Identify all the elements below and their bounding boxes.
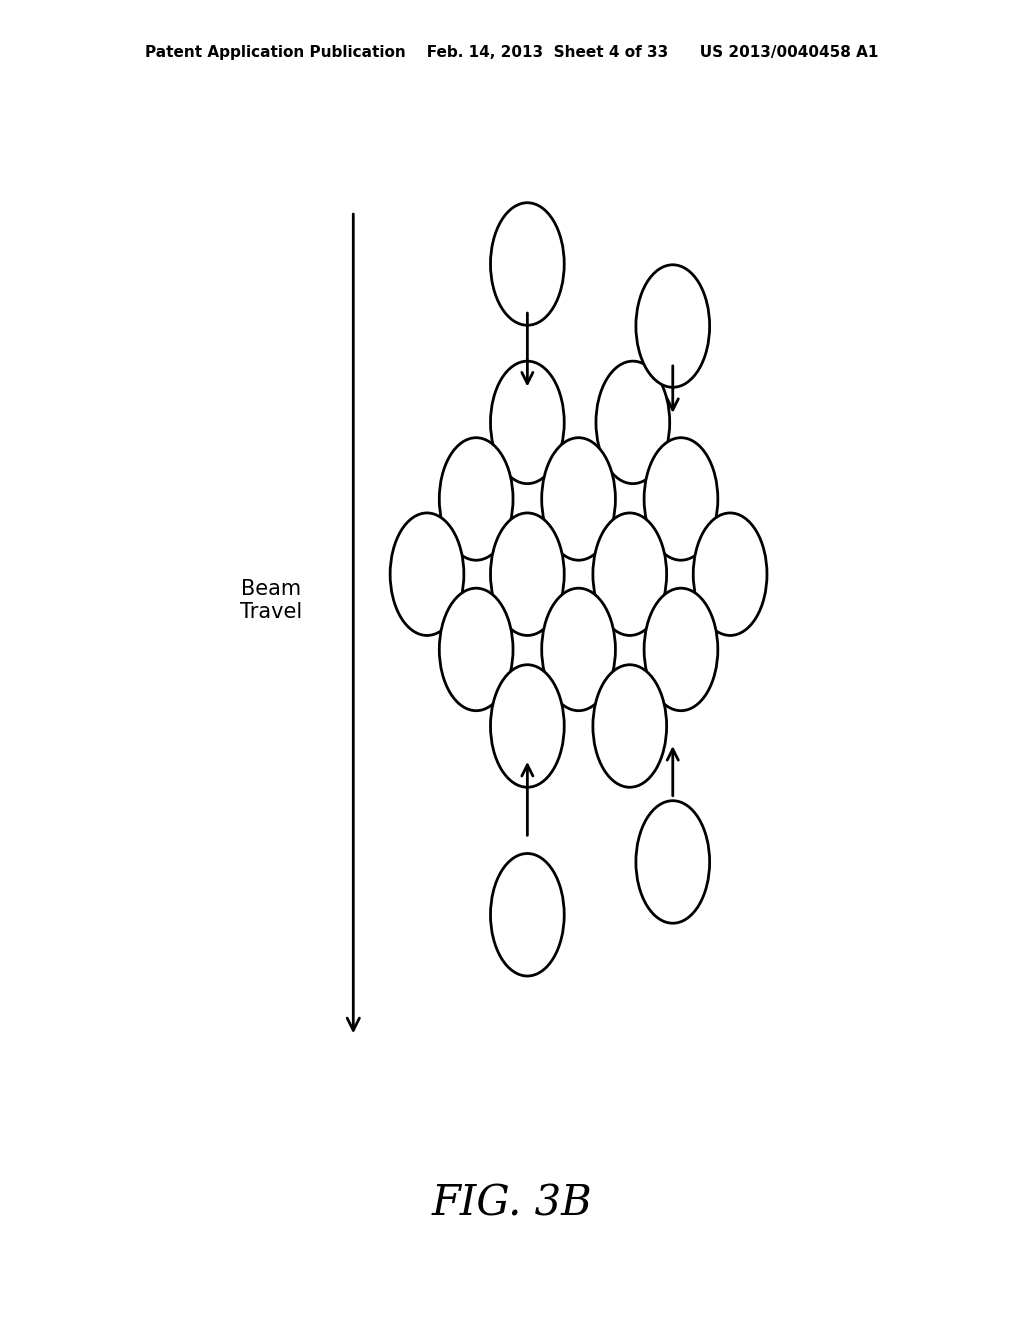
Ellipse shape [490, 203, 564, 325]
Ellipse shape [593, 513, 667, 635]
Ellipse shape [693, 513, 767, 635]
Text: FIG. 3B: FIG. 3B [432, 1183, 592, 1225]
Ellipse shape [636, 801, 710, 923]
Ellipse shape [593, 665, 667, 787]
Ellipse shape [490, 854, 564, 975]
Ellipse shape [644, 438, 718, 560]
Ellipse shape [490, 362, 564, 483]
Text: Patent Application Publication    Feb. 14, 2013  Sheet 4 of 33      US 2013/0040: Patent Application Publication Feb. 14, … [145, 45, 879, 61]
Ellipse shape [490, 513, 564, 635]
Ellipse shape [542, 589, 615, 710]
Ellipse shape [439, 438, 513, 560]
Ellipse shape [636, 265, 710, 387]
Ellipse shape [490, 665, 564, 787]
Ellipse shape [644, 589, 718, 710]
Ellipse shape [596, 362, 670, 483]
Text: Beam
Travel: Beam Travel [241, 579, 302, 622]
Ellipse shape [390, 513, 464, 635]
Ellipse shape [542, 438, 615, 560]
Ellipse shape [439, 589, 513, 710]
